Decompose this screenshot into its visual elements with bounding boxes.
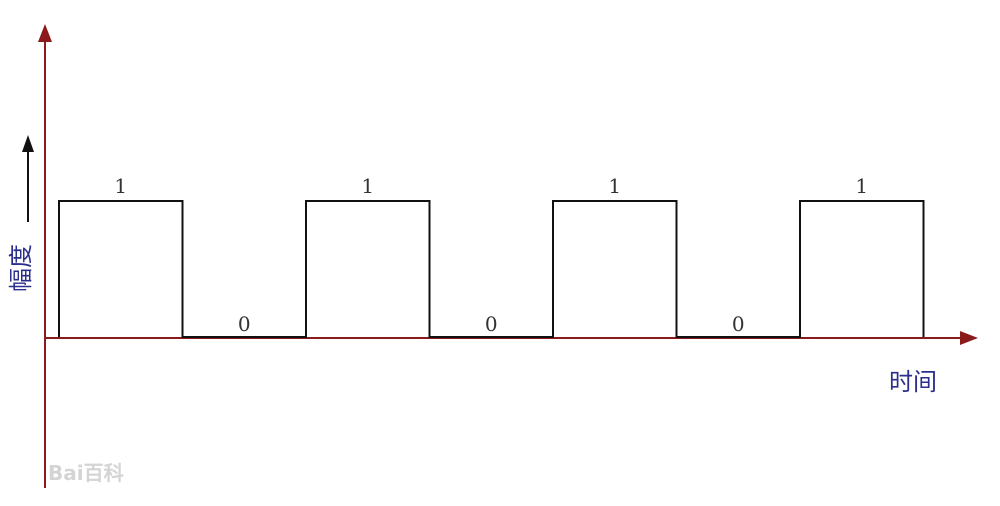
bit-labels: 1 0 1 0 1 0 1 [114,174,868,336]
bit-label-5: 0 [732,312,745,336]
bit-label-2: 1 [361,174,374,198]
square-wave-signal [58,200,925,338]
bit-label-4: 1 [608,174,621,198]
y-axis-label: 幅度 [7,244,35,292]
bit-label-6: 1 [855,174,868,198]
bit-label-3: 0 [485,312,498,336]
bit-label-1: 0 [238,312,251,336]
x-axis-label: 时间 [889,368,937,396]
bit-label-0: 1 [114,174,127,198]
x-axis-arrow-icon [960,331,978,345]
y-axis-arrow-icon [38,24,52,42]
amplitude-arrow-icon [22,135,34,152]
watermark: Bai百科 [48,461,124,485]
